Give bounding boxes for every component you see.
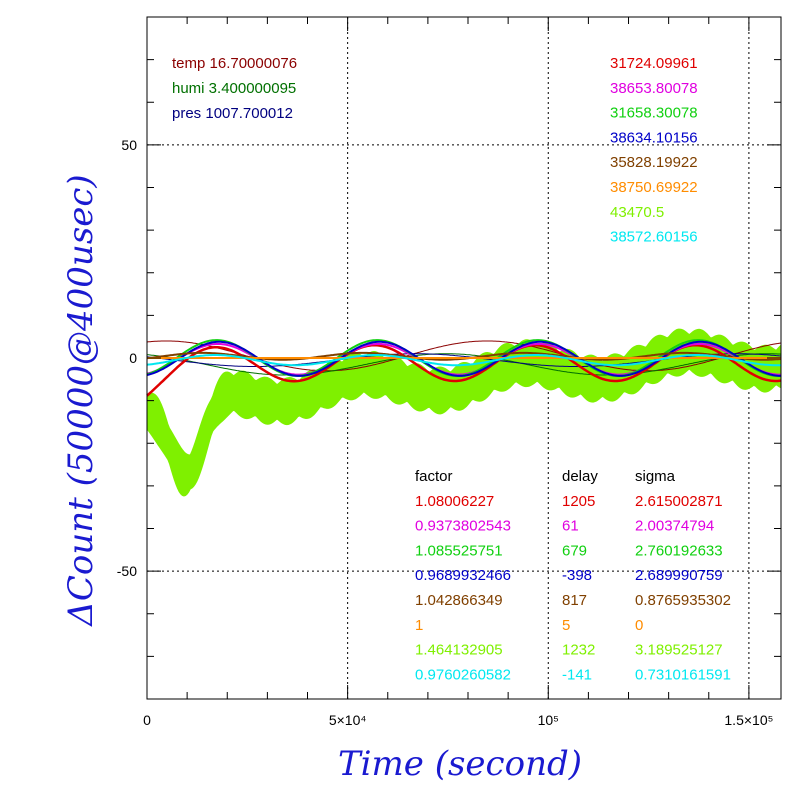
x-tick-label: 5×10⁴ bbox=[329, 712, 367, 728]
header-factor: factor bbox=[415, 468, 453, 485]
factor-value: 0.9373802543 bbox=[415, 518, 511, 535]
header-sigma: sigma bbox=[635, 468, 676, 485]
delay-value: -398 bbox=[562, 567, 592, 584]
series-mean-label: 38750.69922 bbox=[610, 179, 698, 196]
sigma-value: 0.7310161591 bbox=[635, 666, 731, 683]
env-line-1 bbox=[146, 353, 782, 376]
series-mean-label: 43470.5 bbox=[610, 204, 664, 221]
sigma-value: 0 bbox=[635, 617, 643, 634]
header-delay: delay bbox=[562, 468, 598, 485]
env-label: humi 3.400000095 bbox=[172, 80, 296, 97]
series-mean-label: 35828.19922 bbox=[610, 154, 698, 171]
series-mean-label: 31724.09961 bbox=[610, 55, 698, 72]
delay-value: 679 bbox=[562, 542, 587, 559]
y-axis-title: ΔCount (50000@400usec) bbox=[61, 174, 101, 627]
factor-value: 1 bbox=[415, 617, 423, 634]
delay-value: -141 bbox=[562, 666, 592, 683]
x-axis-title: Time (second) bbox=[338, 744, 582, 784]
sigma-value: 0.8765935302 bbox=[635, 592, 731, 609]
series-line-38572.60156 bbox=[146, 354, 781, 367]
factor-value: 1.08006227 bbox=[415, 493, 494, 510]
factor-value: 0.9689932466 bbox=[415, 567, 511, 584]
sigma-value: 2.689990759 bbox=[635, 567, 723, 584]
x-tick-label: 0 bbox=[143, 712, 151, 728]
plot-data bbox=[146, 328, 782, 497]
delay-value: 817 bbox=[562, 592, 587, 609]
factor-value: 1.042866349 bbox=[415, 592, 503, 609]
delay-value: 5 bbox=[562, 617, 570, 634]
sigma-value: 3.189525127 bbox=[635, 642, 723, 659]
y-tick-label: -50 bbox=[117, 563, 137, 579]
series-mean-label: 38634.10156 bbox=[610, 129, 698, 146]
factor-value: 1.085525751 bbox=[415, 542, 503, 559]
sigma-value: 2.00374794 bbox=[635, 518, 714, 535]
series-mean-label: 31658.30078 bbox=[610, 105, 698, 122]
annotations: temp 16.70000076 humi 3.400000095 pres 100… bbox=[172, 55, 731, 683]
factor-value: 1.464132905 bbox=[415, 642, 503, 659]
delay-value: 1232 bbox=[562, 642, 595, 659]
delay-value: 61 bbox=[562, 518, 579, 535]
series-line-38634.10156 bbox=[146, 340, 781, 377]
factor-value: 0.9760260582 bbox=[415, 666, 511, 683]
y-tick-label: 50 bbox=[121, 137, 137, 153]
delay-value: 1205 bbox=[562, 493, 595, 510]
env-label: temp 16.70000076 bbox=[172, 55, 297, 72]
sigma-value: 2.615002871 bbox=[635, 493, 723, 510]
x-tick-label: 10⁵ bbox=[538, 712, 559, 728]
sigma-value: 2.760192633 bbox=[635, 542, 723, 559]
y-tick-label: 0 bbox=[129, 350, 137, 366]
env-label: pres 1007.700012 bbox=[172, 105, 293, 122]
x-tick-label: 1.5×10⁵ bbox=[724, 712, 773, 728]
series-mean-label: 38653.80078 bbox=[610, 80, 698, 97]
series-mean-label: 38572.60156 bbox=[610, 229, 698, 246]
